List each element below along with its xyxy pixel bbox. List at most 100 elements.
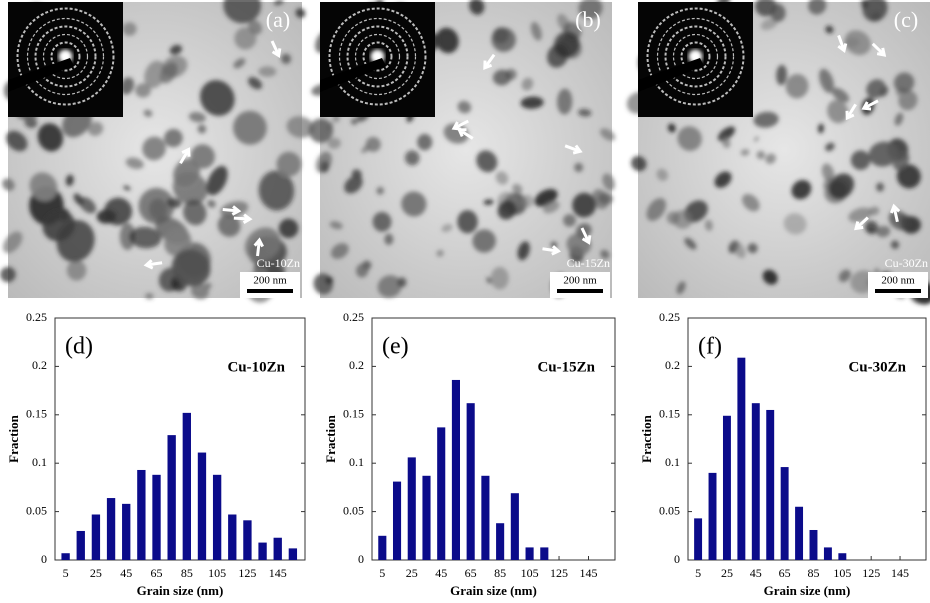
x-tick-label: 105	[521, 566, 539, 580]
bar	[838, 553, 846, 560]
x-tick-label: 5	[63, 566, 69, 580]
sample-annotation: Cu-10Zn	[227, 359, 285, 375]
x-tick-label: 145	[579, 566, 597, 580]
x-tick-label: 45	[435, 566, 447, 580]
sample-annotation: Cu-15Zn	[537, 359, 595, 375]
bar	[810, 530, 818, 560]
x-tick-label: 45	[120, 566, 132, 580]
y-tick-label: 0.1	[665, 455, 680, 469]
y-tick-label: 0.15	[26, 407, 47, 421]
x-tick-label: 5	[379, 566, 385, 580]
bar	[496, 523, 504, 560]
y-tick-label: 0.15	[659, 407, 680, 421]
bar	[781, 467, 789, 560]
bar	[393, 482, 401, 560]
panel-label: (d)	[65, 334, 93, 360]
bar	[540, 547, 548, 560]
bar	[752, 403, 760, 560]
bar	[408, 457, 416, 560]
y-tick-label: 0.25	[26, 310, 47, 324]
bar	[61, 553, 69, 560]
x-axis-label: Grain size (nm)	[450, 583, 537, 598]
bar	[766, 410, 774, 560]
bar	[737, 358, 745, 560]
y-tick-label: 0.25	[659, 310, 680, 324]
y-tick-label: 0.1	[32, 455, 47, 469]
scale-label: 200 nm	[253, 275, 287, 287]
scale-bar	[247, 289, 293, 293]
grain	[876, 182, 884, 191]
y-tick-label: 0.2	[32, 358, 47, 372]
micrograph: (a) Cu-10Zn 200 nm	[0, 0, 316, 306]
bar	[378, 536, 386, 560]
x-axis-label: Grain size (nm)	[764, 583, 851, 598]
sample-label: Cu-10Zn	[257, 256, 300, 270]
sample-label: Cu-15Zn	[567, 256, 610, 270]
bar	[198, 453, 206, 560]
bar	[422, 476, 430, 560]
y-tick-label: 0.05	[659, 503, 680, 517]
y-tick-label: 0	[41, 552, 47, 566]
panel-label: (a)	[266, 7, 290, 32]
y-tick-label: 0.2	[665, 358, 680, 372]
bar	[437, 427, 445, 560]
x-tick-label: 145	[269, 566, 287, 580]
x-tick-label: 105	[208, 566, 226, 580]
bar	[213, 475, 221, 560]
bar	[467, 403, 475, 560]
bar	[77, 531, 85, 560]
micrograph: (b) Cu-15Zn 200 nm	[307, 0, 617, 301]
y-tick-label: 0.1	[349, 455, 364, 469]
x-tick-label: 85	[494, 566, 506, 580]
x-tick-label: 105	[833, 566, 851, 580]
x-tick-label: 65	[465, 566, 477, 580]
panel-label: (b)	[575, 7, 601, 32]
y-axis-label: Fraction	[323, 414, 338, 462]
bar	[526, 547, 534, 560]
bar	[122, 504, 130, 560]
x-tick-label: 145	[891, 566, 909, 580]
grain	[457, 210, 478, 233]
x-tick-label: 125	[862, 566, 880, 580]
y-tick-label: 0.15	[343, 407, 364, 421]
x-tick-label: 65	[779, 566, 791, 580]
x-tick-label: 5	[695, 566, 701, 580]
scale-label: 200 nm	[881, 275, 915, 287]
bar	[228, 515, 236, 560]
x-axis-label: Grain size (nm)	[137, 583, 224, 598]
y-tick-label: 0.05	[343, 503, 364, 517]
x-tick-label: 85	[807, 566, 819, 580]
y-tick-label: 0.25	[343, 310, 364, 324]
scale-label: 200 nm	[563, 275, 597, 287]
bar	[824, 547, 832, 560]
figure: (a)Cu-10Zn200 nm(b)Cu-15Zn200 nm(c)Cu-30…	[0, 0, 930, 603]
bar	[152, 475, 160, 560]
bar	[694, 518, 702, 560]
x-tick-label: 25	[90, 566, 102, 580]
panel-label: (e)	[382, 334, 409, 360]
sample-label: Cu-30Zn	[885, 256, 928, 270]
x-tick-label: 45	[750, 566, 762, 580]
bar	[452, 380, 460, 560]
x-tick-label: 65	[151, 566, 163, 580]
bar	[137, 470, 145, 560]
bar	[289, 548, 297, 560]
y-tick-label: 0.05	[26, 503, 47, 517]
x-tick-label: 85	[181, 566, 193, 580]
bar	[481, 476, 489, 560]
bar	[168, 435, 176, 560]
bar	[258, 543, 266, 560]
bar	[723, 416, 731, 560]
bar	[92, 515, 100, 560]
bar	[243, 520, 251, 560]
bar	[511, 493, 519, 560]
x-tick-label: 125	[238, 566, 256, 580]
bar	[107, 498, 115, 560]
y-tick-label: 0	[674, 552, 680, 566]
panel-label: (f)	[698, 334, 722, 360]
bar	[709, 473, 717, 560]
scale-bar	[557, 289, 603, 293]
y-axis-label: Fraction	[639, 414, 654, 462]
x-tick-label: 125	[550, 566, 568, 580]
